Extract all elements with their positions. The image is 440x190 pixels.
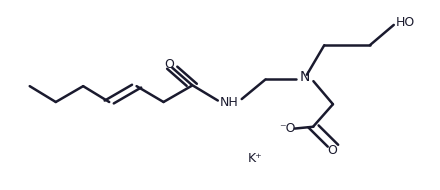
Text: O: O: [327, 144, 337, 157]
Text: HO: HO: [396, 16, 415, 29]
Text: O: O: [164, 58, 174, 71]
Text: K⁺: K⁺: [247, 152, 262, 165]
Text: NH: NH: [220, 96, 239, 108]
Text: N: N: [300, 70, 310, 85]
Text: ⁻O: ⁻O: [279, 122, 296, 135]
